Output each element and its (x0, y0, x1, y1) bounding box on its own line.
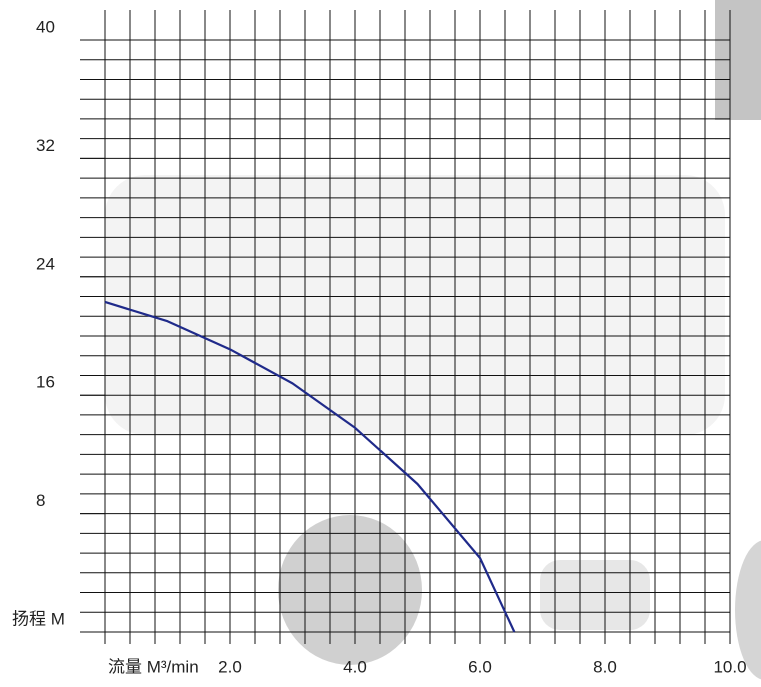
x-tick-label: 4.0 (343, 657, 367, 676)
y-tick-label: 8 (36, 491, 45, 510)
x-tick-label: 8.0 (593, 657, 617, 676)
grid (80, 10, 731, 644)
y-tick-label: 16 (36, 373, 55, 392)
x-axis-title: 流量 M³/min (108, 657, 199, 676)
x-tick-label: 6.0 (468, 657, 492, 676)
x-tick-label: 2.0 (218, 657, 242, 676)
y-axis-title: 扬程 M (12, 609, 65, 628)
background-photo (105, 0, 761, 680)
y-tick-label: 32 (36, 136, 55, 155)
x-tick-label: 10.0 (713, 657, 746, 676)
y-tick-label: 40 (36, 17, 55, 36)
line-series (104, 300, 516, 633)
y-tick-label: 24 (36, 254, 55, 273)
